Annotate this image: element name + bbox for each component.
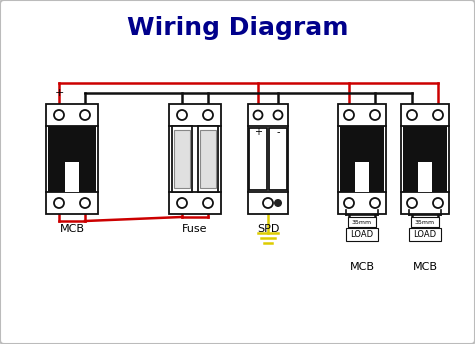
Bar [46,104,98,214]
Text: -: - [83,88,87,98]
Circle shape [263,198,273,208]
Circle shape [203,198,213,208]
Text: +: + [54,88,64,98]
Text: MCB: MCB [350,262,374,272]
Bar [340,126,384,192]
Text: SPD: SPD [257,224,279,234]
Text: MCB: MCB [412,262,437,272]
Bar [65,162,79,192]
Circle shape [177,110,187,120]
Circle shape [370,198,380,208]
Bar [174,130,190,188]
Circle shape [80,198,90,208]
Bar [355,162,369,192]
Bar [269,128,287,190]
Circle shape [54,198,64,208]
Bar [48,126,96,192]
Text: +: + [254,127,262,137]
Circle shape [370,110,380,120]
Text: Wiring Diagram: Wiring Diagram [127,16,348,40]
Bar [172,126,192,192]
Bar [248,104,288,214]
Bar [348,217,376,227]
Text: 35mm: 35mm [415,219,435,225]
Circle shape [254,110,263,119]
Bar [346,228,378,241]
Circle shape [433,110,443,120]
Text: LOAD: LOAD [351,230,373,239]
Circle shape [344,198,354,208]
Text: 35mm: 35mm [352,219,372,225]
Bar [338,104,386,214]
Circle shape [433,198,443,208]
Text: Fuse: Fuse [182,224,208,234]
Circle shape [344,110,354,120]
Bar [411,217,439,227]
Circle shape [407,110,417,120]
Circle shape [407,198,417,208]
Text: LOAD: LOAD [413,230,437,239]
Circle shape [274,199,282,207]
Circle shape [177,198,187,208]
Bar [249,128,267,190]
Bar [418,162,432,192]
Circle shape [80,110,90,120]
Bar [198,126,218,192]
Text: MCB: MCB [59,224,85,234]
Circle shape [54,110,64,120]
Circle shape [274,110,283,119]
Bar [169,104,221,214]
Text: -: - [276,127,280,137]
Bar [200,130,216,188]
Bar [409,228,441,241]
Bar [401,104,449,214]
Circle shape [203,110,213,120]
Bar [403,126,447,192]
